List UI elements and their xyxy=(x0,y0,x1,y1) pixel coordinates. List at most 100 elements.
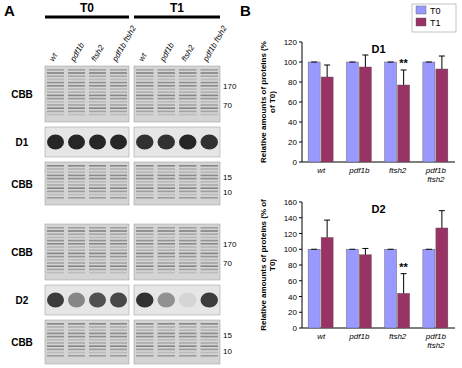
gel-stripe xyxy=(201,181,219,183)
lane-label: wt xyxy=(137,51,149,63)
gel-stripe xyxy=(110,69,127,71)
gel-stripe xyxy=(179,114,197,116)
gel-stripe xyxy=(47,355,64,357)
gel-stripe xyxy=(179,104,197,106)
gel-stripe xyxy=(47,181,64,183)
gel-stripe xyxy=(179,256,197,258)
gel-stripe xyxy=(158,107,176,109)
gel-stripe xyxy=(110,333,127,335)
gel-stripe xyxy=(158,227,176,229)
gel-stripe xyxy=(158,265,176,267)
gel-stripe xyxy=(158,349,176,351)
gel-stripe xyxy=(89,101,106,103)
y-tick xyxy=(299,265,302,266)
gel-stripe xyxy=(47,95,64,97)
bar xyxy=(385,62,397,162)
gel-stripe xyxy=(68,171,85,173)
gel-stripe xyxy=(201,91,219,93)
gel-stripe xyxy=(110,262,127,264)
gel-stripe xyxy=(136,91,154,93)
timepoint-bar xyxy=(45,16,129,19)
gel-stripe xyxy=(47,111,64,113)
gel-stripe xyxy=(47,175,64,177)
label-line: pdf1b xyxy=(348,166,370,175)
gel-stripe xyxy=(68,262,85,264)
chart-title: D1 xyxy=(371,43,385,55)
row-label: CBB xyxy=(11,337,33,348)
gel-stripe xyxy=(110,233,127,235)
gel-stripe xyxy=(201,111,219,113)
gel-stripe xyxy=(136,323,154,325)
gel-stripe xyxy=(47,227,64,229)
gel-stripe xyxy=(68,259,85,261)
gel-stripe xyxy=(179,336,197,338)
gel-stripe xyxy=(158,256,176,258)
gel-stripe xyxy=(47,345,64,347)
bar xyxy=(436,228,448,328)
blot-band xyxy=(201,293,219,308)
gel-stripe xyxy=(201,233,219,235)
blot-panel xyxy=(134,127,220,157)
gel-stripe xyxy=(68,339,85,341)
gel-stripe xyxy=(158,98,176,100)
gel-stripe xyxy=(68,249,85,251)
y-tick-label: 140 xyxy=(284,214,298,223)
gel-stripe xyxy=(179,79,197,81)
timepoint-label: T0 xyxy=(80,1,94,15)
gel-stripe xyxy=(179,345,197,347)
gel-stripe xyxy=(201,184,219,186)
gel-stripe xyxy=(89,104,106,106)
blot-band xyxy=(68,293,85,308)
gel-stripe xyxy=(201,187,219,189)
x-tick-label: wt xyxy=(317,332,326,341)
gel-stripe xyxy=(68,256,85,258)
gel-stripe xyxy=(68,72,85,74)
timepoint-bar xyxy=(134,16,220,19)
gel-stripe xyxy=(136,227,154,229)
error-bar xyxy=(426,249,432,250)
gel-stripe xyxy=(68,253,85,255)
gel-stripe xyxy=(47,171,64,173)
bar xyxy=(308,62,320,162)
gel-stripe xyxy=(179,329,197,331)
gel-stripe xyxy=(136,352,154,354)
gel-stripe xyxy=(158,342,176,344)
gel-stripe xyxy=(89,227,106,229)
gel-stripe xyxy=(158,249,176,251)
gel-stripe xyxy=(89,107,106,109)
y-tick xyxy=(299,102,302,103)
gel-stripe xyxy=(89,88,106,90)
bar xyxy=(385,249,397,328)
gel-stripe xyxy=(110,79,127,81)
marker-label: 15 xyxy=(223,173,232,182)
gel-stripe xyxy=(89,72,106,74)
blot-panel xyxy=(45,285,129,315)
gel-stripe xyxy=(158,326,176,328)
gel-stripe xyxy=(47,265,64,267)
y-axis-title: T0) xyxy=(268,259,277,271)
blot-band xyxy=(158,135,176,150)
blot-band xyxy=(47,135,64,150)
row-label: D1 xyxy=(16,137,29,148)
gel-panel xyxy=(134,224,220,280)
gel-stripe xyxy=(68,75,85,77)
gel-stripe xyxy=(47,184,64,186)
lane-label: pdf1b xyxy=(68,41,87,64)
gel-stripe xyxy=(89,256,106,258)
gel-stripe xyxy=(68,243,85,245)
gel-stripe xyxy=(110,75,127,77)
gel-stripe xyxy=(47,197,64,199)
gel-stripe xyxy=(158,323,176,325)
gel-stripe xyxy=(68,187,85,189)
y-tick-label: 120 xyxy=(284,230,298,239)
blot-band xyxy=(136,135,154,150)
gel-stripe xyxy=(89,262,106,264)
bar xyxy=(359,67,371,162)
gel-stripe xyxy=(47,336,64,338)
gel-stripe xyxy=(68,237,85,239)
gel-stripe xyxy=(158,168,176,170)
gel-stripe xyxy=(68,233,85,235)
gel-stripe xyxy=(110,352,127,354)
gel-stripe xyxy=(136,240,154,242)
gel-stripe xyxy=(136,243,154,245)
